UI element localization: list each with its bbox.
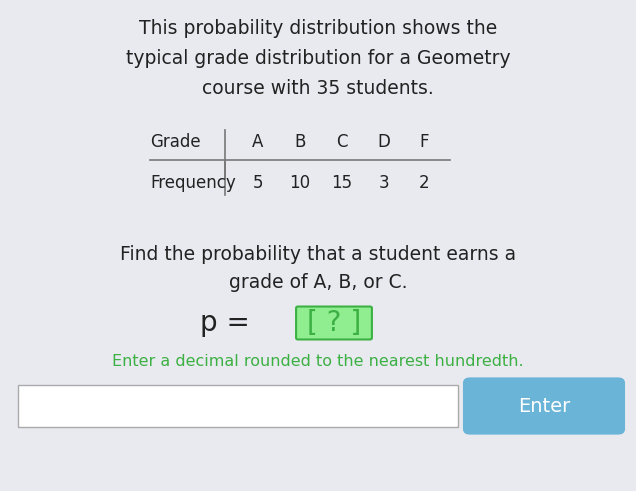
FancyBboxPatch shape xyxy=(464,378,625,434)
Text: [ ? ]: [ ? ] xyxy=(307,309,361,337)
Text: B: B xyxy=(294,133,306,151)
Text: Find the probability that a student earns a: Find the probability that a student earn… xyxy=(120,246,516,265)
Text: 5: 5 xyxy=(252,174,263,192)
Text: A: A xyxy=(252,133,264,151)
Text: course with 35 students.: course with 35 students. xyxy=(202,79,434,98)
Text: D: D xyxy=(378,133,391,151)
FancyBboxPatch shape xyxy=(18,385,458,427)
Text: Grade: Grade xyxy=(150,133,200,151)
Text: Frequency: Frequency xyxy=(150,174,236,192)
Text: Enter: Enter xyxy=(518,397,570,415)
Text: 15: 15 xyxy=(331,174,352,192)
Text: 10: 10 xyxy=(289,174,310,192)
FancyBboxPatch shape xyxy=(296,306,372,339)
Text: 2: 2 xyxy=(418,174,429,192)
Text: p =: p = xyxy=(200,309,259,337)
Text: grade of A, B, or C.: grade of A, B, or C. xyxy=(229,273,407,293)
Text: typical grade distribution for a Geometry: typical grade distribution for a Geometr… xyxy=(126,49,510,67)
Text: This probability distribution shows the: This probability distribution shows the xyxy=(139,19,497,37)
Text: Enter a decimal rounded to the nearest hundredth.: Enter a decimal rounded to the nearest h… xyxy=(112,355,524,370)
Text: 3: 3 xyxy=(378,174,389,192)
Text: F: F xyxy=(419,133,429,151)
Text: C: C xyxy=(336,133,348,151)
